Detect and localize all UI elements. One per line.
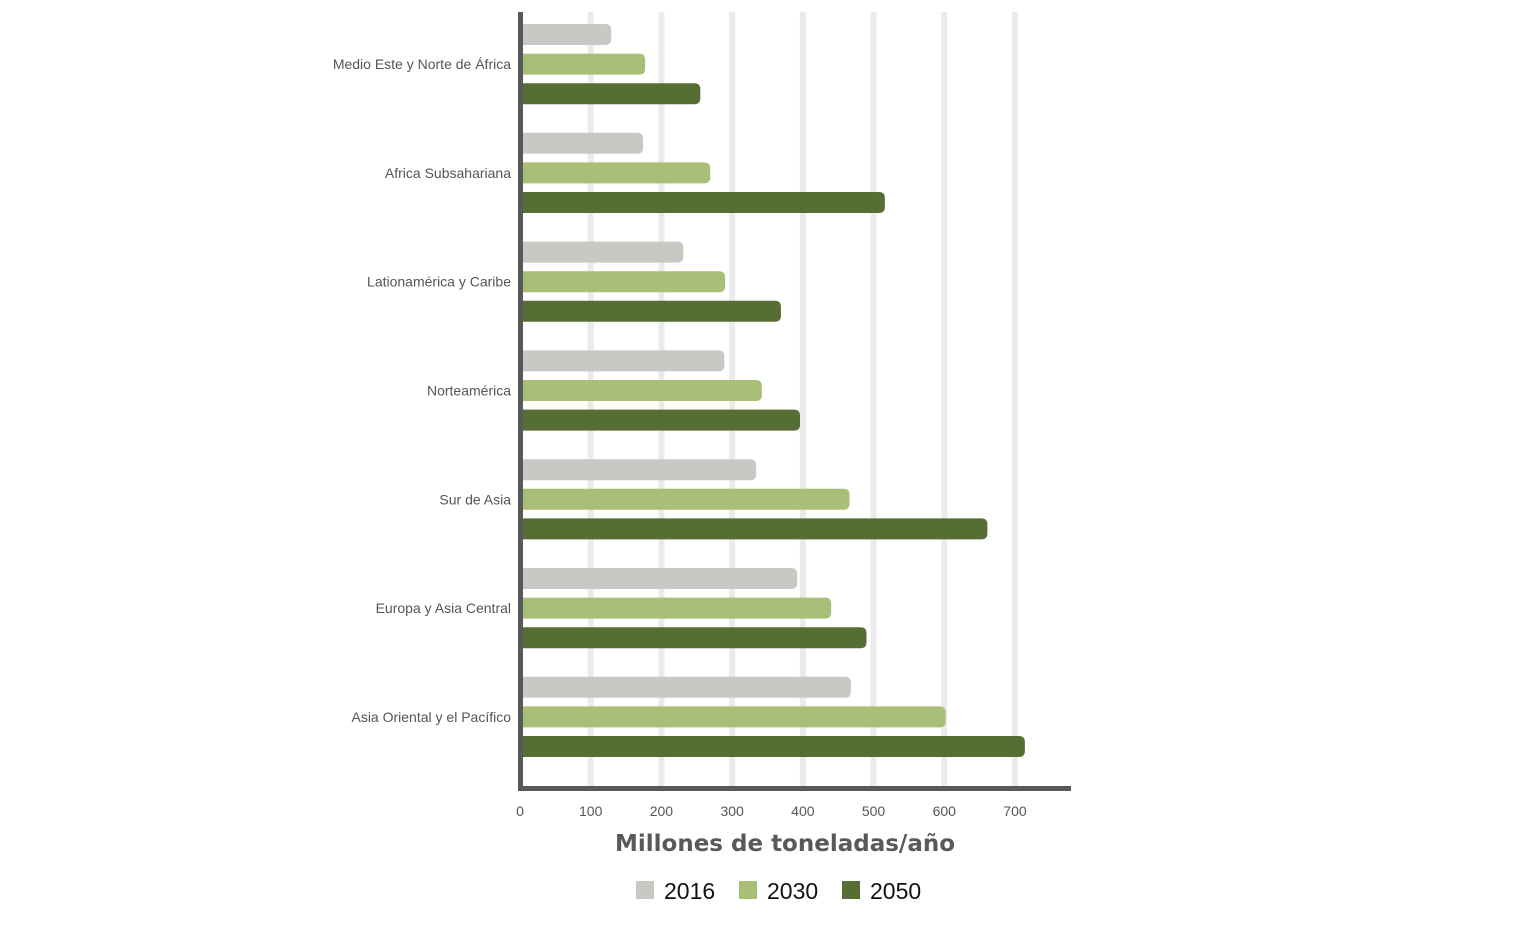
x-tick-label: 400 [791, 803, 815, 819]
legend: 2016 2030 2050 [636, 878, 921, 904]
x-axis-line [518, 786, 1071, 791]
bar-2016 [523, 241, 684, 263]
legend-label: 2016 [664, 878, 715, 904]
bar-2016 [523, 676, 851, 698]
category-label: Medio Este y Norte de África [333, 56, 511, 72]
x-tick-label: 200 [650, 803, 674, 819]
bar-2030 [523, 488, 850, 510]
bar-2030 [523, 162, 711, 184]
legend-label: 2050 [870, 878, 921, 904]
gridline [1011, 12, 1018, 788]
bar-2050 [523, 300, 781, 322]
x-tick-label: 0 [516, 803, 524, 819]
bar-2016 [523, 568, 798, 589]
category-labels: Medio Este y Norte de África Africa Subsa… [333, 56, 511, 725]
bar-2030 [523, 597, 832, 619]
category-label: Africa Subsahariana [385, 165, 511, 181]
bar-2030 [523, 271, 726, 293]
bar-2030 [523, 53, 646, 75]
category-label: Norteamérica [427, 383, 511, 399]
bar-2016 [523, 459, 757, 481]
bar-2016 [523, 132, 644, 154]
legend-swatch-2016 [636, 881, 654, 899]
gridline [799, 12, 806, 788]
bar-2050 [523, 736, 1025, 757]
bar-2030 [523, 706, 946, 728]
x-tick-labels: 0 100 200 300 400 500 600 700 [516, 803, 1027, 819]
x-tick-label: 700 [1003, 803, 1027, 819]
bars [523, 24, 1025, 757]
gridline [870, 12, 877, 788]
legend-swatch-2050 [842, 881, 860, 899]
bar-2050 [523, 83, 701, 105]
legend-label: 2030 [767, 878, 818, 904]
bar-2016 [523, 350, 725, 372]
gridline [941, 12, 948, 788]
x-tick-label: 300 [720, 803, 744, 819]
category-label: Lationamérica y Caribe [367, 274, 511, 290]
bar-2050 [523, 518, 988, 540]
category-label: Asia Oriental y el Pacífico [351, 709, 511, 725]
bar-2050 [523, 192, 885, 213]
x-axis-label: Millones de toneladas/año [615, 831, 955, 857]
bar-2016 [523, 24, 612, 45]
y-axis-line [518, 12, 523, 791]
bar-2050 [523, 409, 801, 431]
legend-swatch-2030 [739, 881, 757, 899]
category-label: Europa y Asia Central [376, 600, 511, 616]
x-tick-label: 600 [933, 803, 957, 819]
x-tick-label: 100 [579, 803, 603, 819]
category-label: Sur de Asia [439, 491, 511, 507]
x-tick-label: 500 [862, 803, 886, 819]
bar-2030 [523, 380, 762, 401]
bar-2050 [523, 627, 867, 649]
